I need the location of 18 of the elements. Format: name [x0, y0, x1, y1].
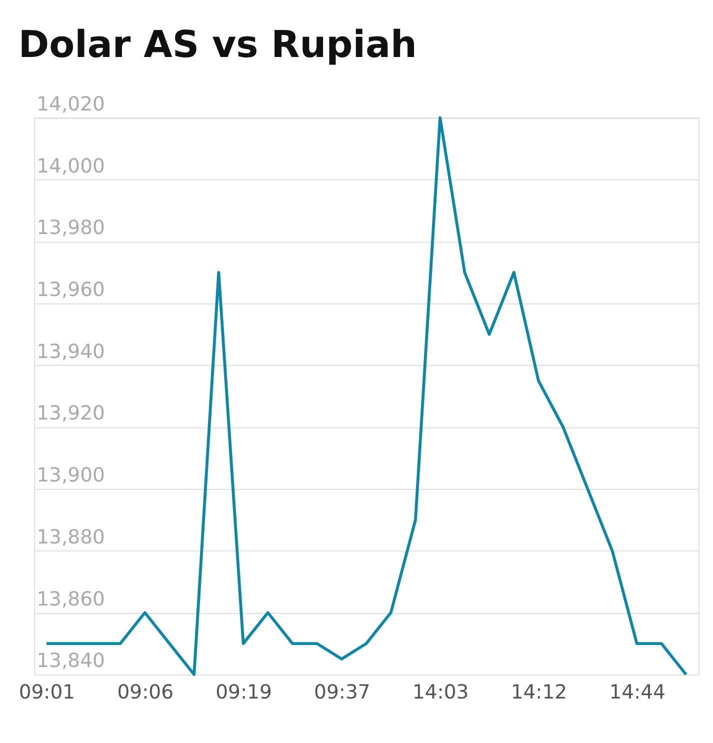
x-tick-label: 09:01	[18, 680, 76, 704]
x-tick-label: 14:03	[412, 680, 469, 704]
y-tick-label: 13,840	[36, 649, 105, 672]
y-tick-label: 13,900	[36, 464, 105, 487]
y-tick-label: 14,000	[36, 154, 105, 178]
x-tick-label: 14:12	[510, 680, 568, 704]
chart-title: Dolar AS vs Rupiah	[18, 23, 417, 66]
y-tick-label: 13,960	[36, 278, 105, 302]
x-tick-label: 14:44	[609, 680, 666, 704]
x-tick-label: 09:37	[314, 680, 370, 704]
y-tick-label: 13,880	[36, 525, 105, 548]
y-tick-label: 13,940	[36, 340, 105, 363]
y-tick-label: 13,980	[36, 216, 105, 240]
x-tick-label: 09:19	[216, 680, 272, 704]
y-tick-label: 13,920	[36, 402, 105, 425]
y-tick-label: 14,020	[36, 92, 105, 116]
x-tick-label: 09:06	[117, 680, 174, 704]
y-tick-label: 13,860	[36, 587, 105, 610]
